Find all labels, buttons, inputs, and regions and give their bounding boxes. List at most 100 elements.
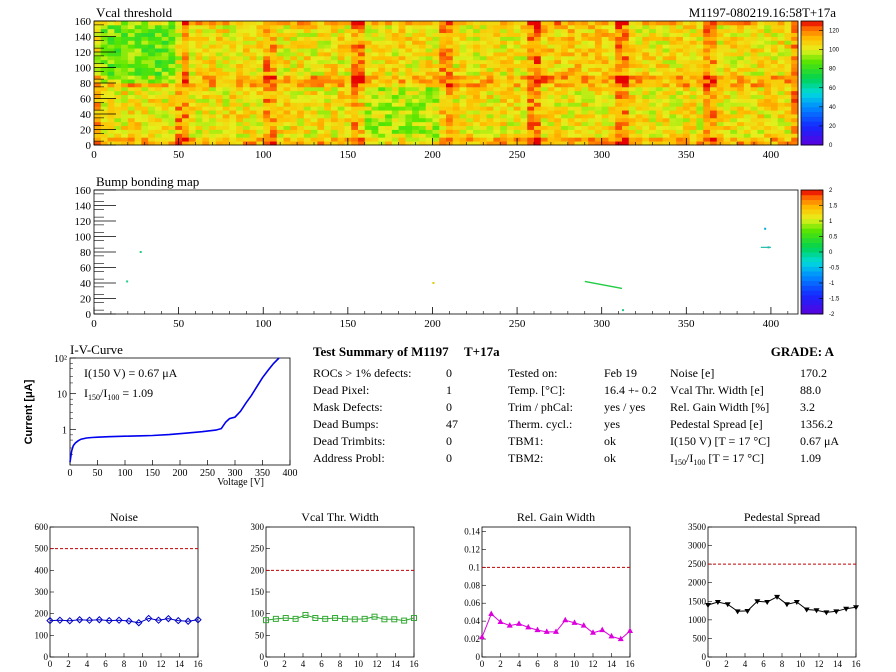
heat-cell — [615, 36, 623, 41]
heat-cell — [94, 71, 102, 76]
heat-cell — [134, 110, 142, 115]
heat-cell — [195, 28, 203, 34]
heat-cell — [682, 36, 691, 41]
heat-cell — [540, 52, 548, 57]
palette-bin — [801, 232, 823, 239]
heat-cell — [696, 98, 704, 103]
heat-cell — [588, 28, 596, 34]
heat-cell — [581, 32, 589, 37]
heat-cell — [154, 114, 163, 119]
heat-cell — [398, 90, 406, 96]
heat-cell — [161, 24, 169, 30]
heat-cell — [588, 67, 596, 72]
heat-cell — [398, 24, 406, 30]
heat-cell — [561, 121, 569, 127]
heat-cell — [716, 40, 724, 45]
heat-cell — [500, 90, 508, 96]
heat-cell — [676, 48, 684, 53]
heat-cell — [439, 44, 447, 49]
heat-cell — [784, 102, 792, 107]
heat-cell — [303, 52, 312, 57]
heat-cell — [534, 44, 542, 49]
heat-cell — [127, 106, 136, 111]
heat-cell — [371, 86, 379, 92]
heat-cell — [513, 86, 521, 92]
heat-cell — [215, 71, 224, 76]
heat-cell — [344, 106, 352, 111]
heat-cell — [764, 125, 772, 130]
heat-cell — [175, 106, 183, 111]
heat-cell — [594, 86, 603, 92]
heat-cell — [242, 48, 251, 53]
heat-cell — [256, 129, 264, 134]
heat-cell — [405, 141, 413, 146]
heat-cell — [473, 24, 481, 30]
heat-cell — [770, 21, 779, 26]
heat-cell — [405, 48, 413, 53]
heat-cell — [642, 117, 650, 123]
heat-cell — [655, 106, 664, 111]
heat-cell — [236, 125, 244, 130]
heat-cell — [297, 121, 305, 127]
heat-cell — [473, 28, 481, 34]
heat-cell — [290, 63, 298, 68]
heat-cell — [378, 98, 386, 103]
heat-cell — [358, 48, 366, 53]
heat-cell — [297, 106, 305, 111]
heat-cell — [114, 133, 122, 138]
heat-cell — [459, 55, 467, 61]
heat-cell — [682, 90, 691, 96]
heat-cell — [446, 98, 454, 103]
heat-cell — [520, 141, 528, 146]
heat-cell — [696, 59, 704, 65]
heat-cell — [107, 55, 115, 61]
heat-cell — [364, 21, 372, 26]
heat-cell — [290, 40, 298, 45]
summary-label: Dead Pixel: — [313, 383, 369, 397]
heat-cell — [276, 110, 284, 115]
heat-cell — [655, 83, 664, 88]
heat-cell — [242, 110, 251, 115]
palette-tick-label: -1.5 — [829, 297, 840, 303]
heat-cell — [527, 125, 535, 130]
heat-cell — [330, 67, 339, 72]
heat-cell — [405, 133, 413, 138]
heat-cell — [249, 48, 257, 53]
heat-cell — [168, 79, 176, 84]
heat-cell — [134, 117, 142, 123]
heat-cell — [588, 44, 596, 49]
heat-cell — [263, 121, 271, 127]
heat-cell — [324, 129, 332, 134]
heat-cell — [588, 52, 596, 57]
heat-cell — [561, 44, 569, 49]
heat-cell — [398, 86, 406, 92]
heat-cell — [527, 44, 535, 49]
heat-cell — [398, 98, 406, 103]
heat-cell — [405, 129, 413, 134]
heat-cell — [770, 40, 779, 45]
heat-cell — [141, 59, 149, 65]
heat-cell — [567, 44, 576, 49]
heat-cell — [696, 32, 704, 37]
heat-cell — [154, 98, 163, 103]
heat-cell — [777, 67, 785, 72]
heat-cell — [148, 141, 156, 146]
heat-cell — [513, 129, 521, 134]
heat-cell — [432, 121, 440, 127]
heat-cell — [662, 114, 670, 119]
heat-cell — [561, 125, 569, 130]
heat-cell — [114, 79, 122, 84]
heat-cell — [710, 52, 718, 57]
heat-cell — [703, 32, 711, 37]
heat-cell — [283, 141, 291, 146]
heat-cell — [493, 67, 501, 72]
heat-cell — [94, 67, 102, 72]
heat-cell — [561, 106, 569, 111]
heat-cell — [134, 90, 142, 96]
heat-cell — [730, 48, 738, 53]
heat-cell — [500, 24, 508, 30]
heat-cell — [534, 117, 542, 123]
heat-cell — [148, 44, 156, 49]
heat-cell — [134, 114, 142, 119]
heat-cell — [723, 59, 731, 65]
